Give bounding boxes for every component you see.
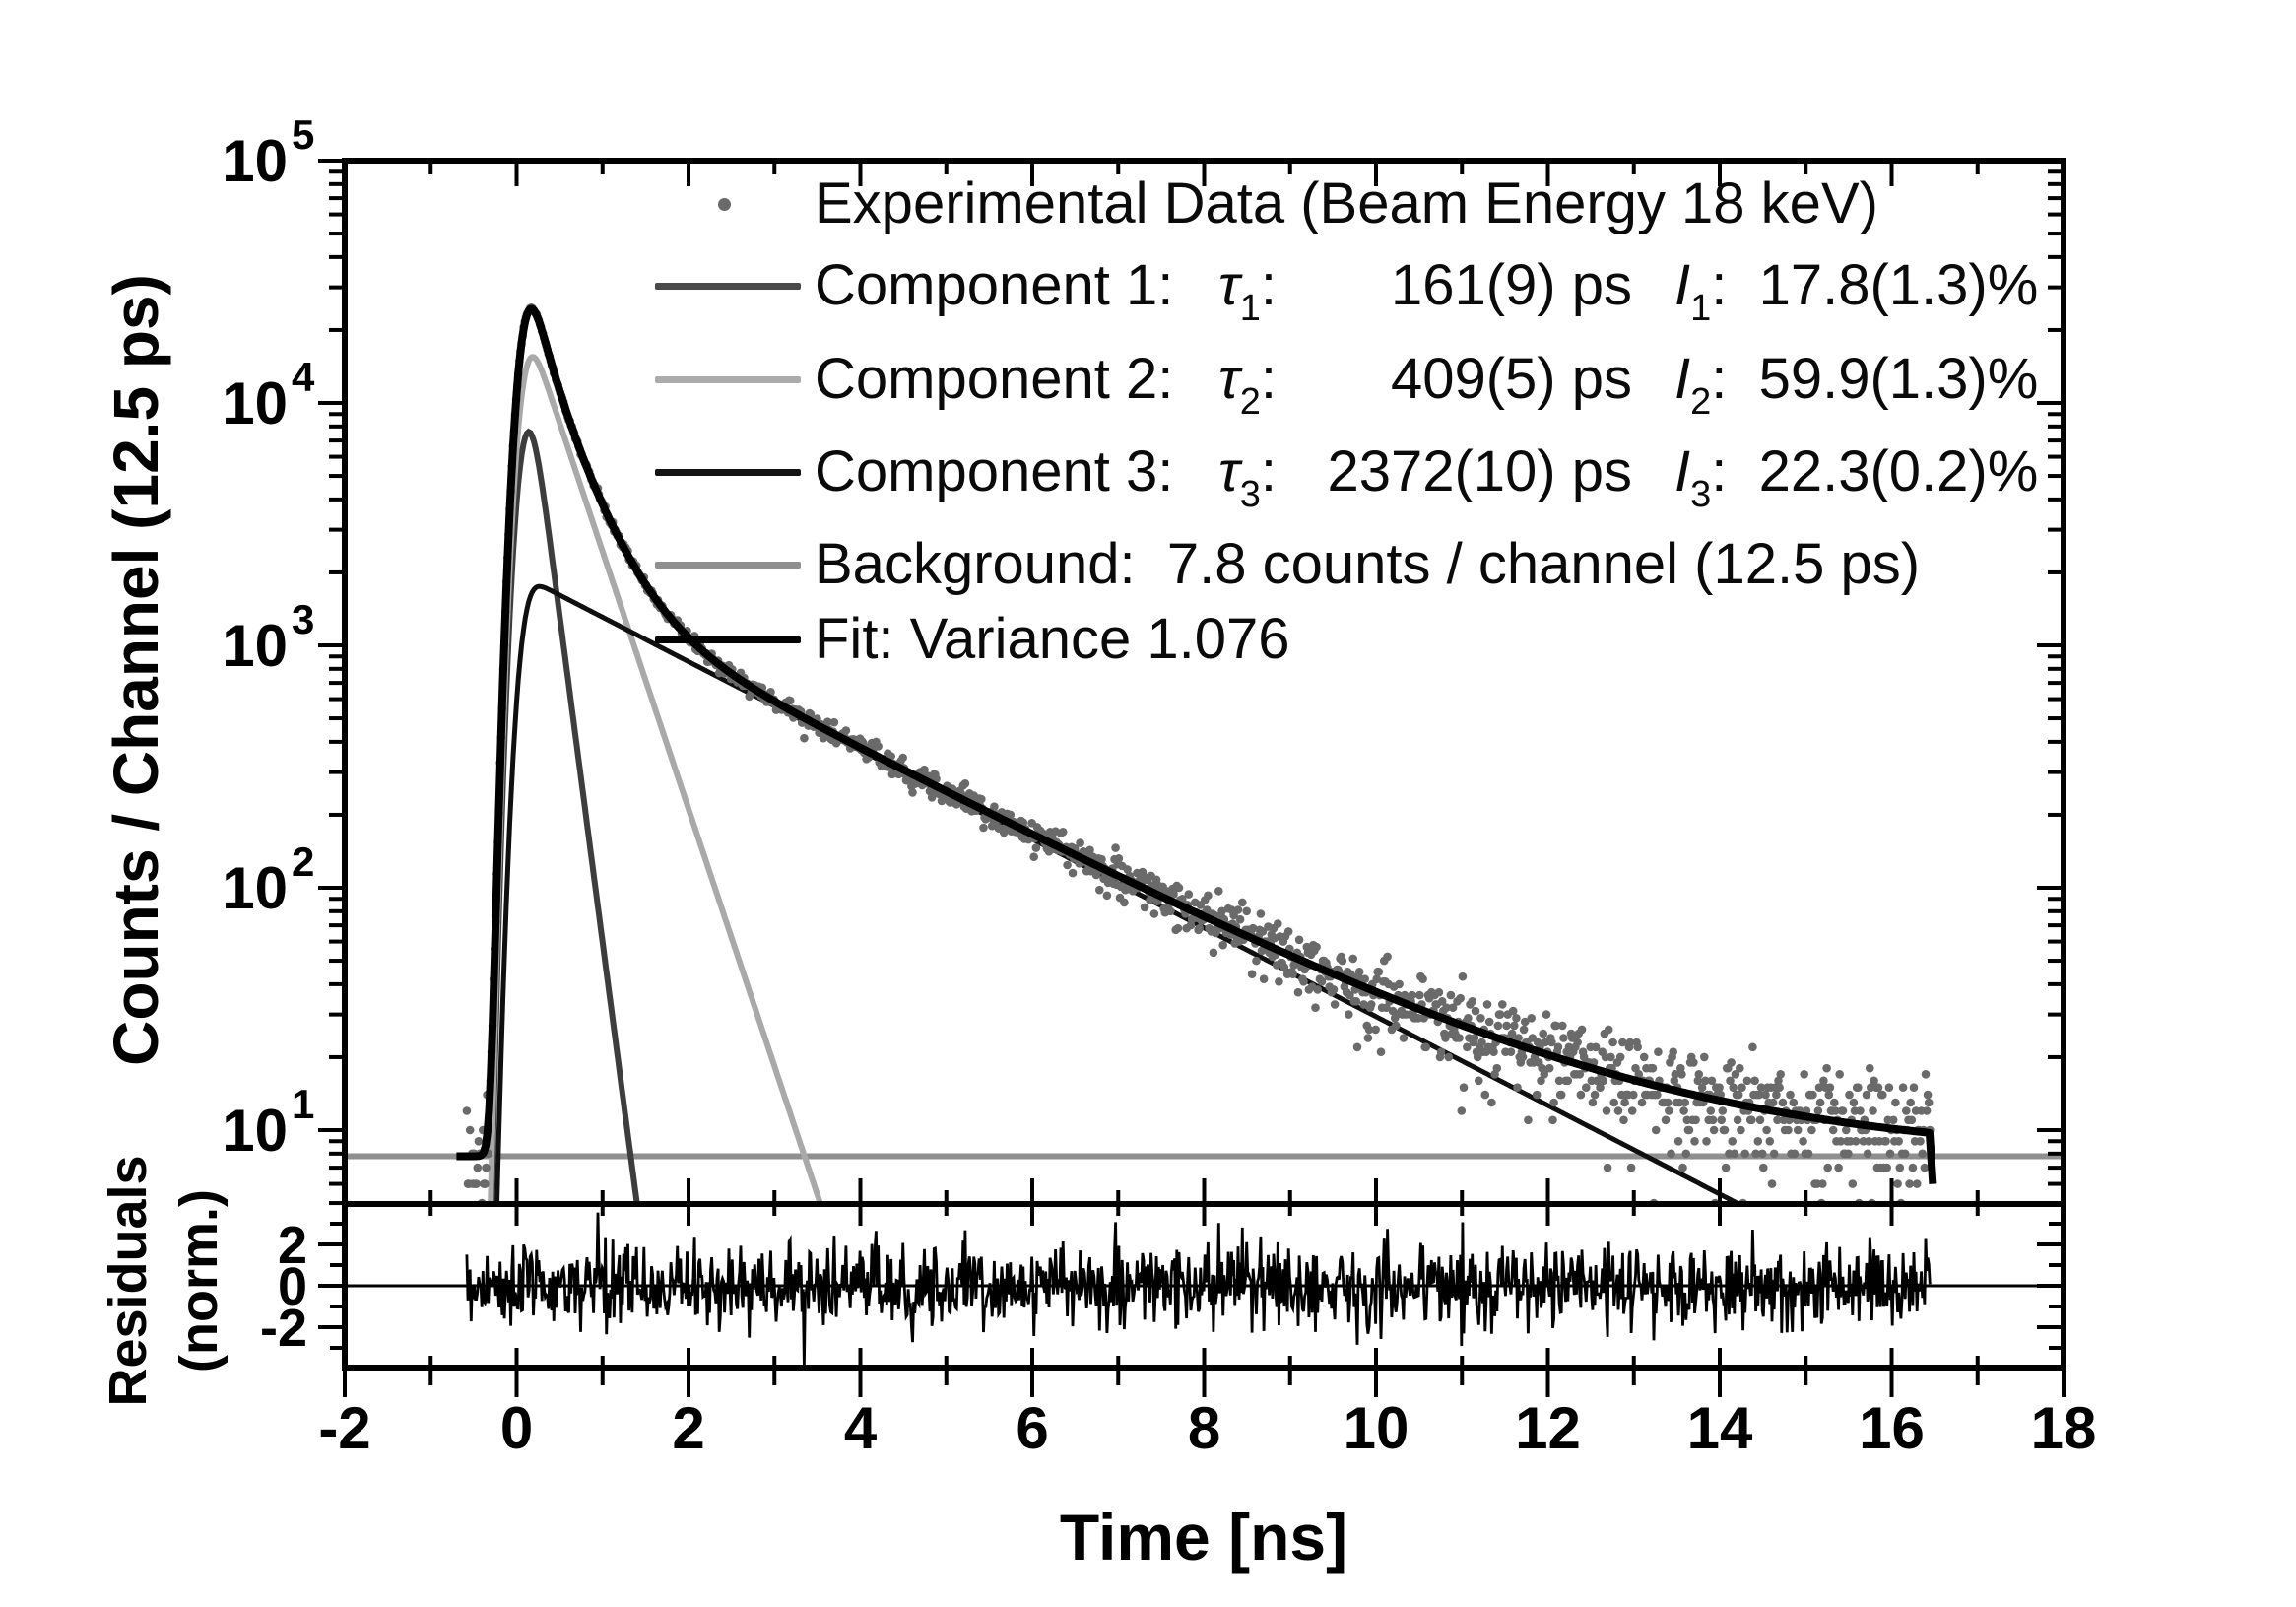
legend-tau-value: 161(9) ps [1390,253,1632,317]
legend-line-sample [655,376,801,383]
legend-tau-value: 409(5) ps [1390,347,1632,411]
legend-row-5: Background: 7.8 counts / channel (12.5 p… [0,529,2296,600]
y-tick-exponent: 3 [292,596,314,642]
legend-tau-value: 2372(10) ps [1327,439,1632,503]
residuals-tick-label: -2 [260,1299,307,1358]
x-tick-label: 16 [1859,1395,1925,1461]
legend-entry-text: Background: 7.8 counts / channel (12.5 p… [815,532,1921,596]
y-tick-exponent: 1 [292,1081,314,1127]
legend-component-label: Component 1: [815,253,1190,317]
legend-row-6: Fit: Variance 1.076 [0,604,2296,675]
y-tick-exponent: 4 [292,354,315,400]
y-tick-exponent: 5 [292,111,314,158]
main-plot-area [345,303,2064,1204]
residuals-tick-label: 0 [278,1257,307,1316]
y-tick-label: 10 [222,128,288,194]
legend-row-2: Component 1: τ1: 161(9) ps I1: 17.8(1.3)% [0,250,2296,329]
legend-intensity-value: I1: 17.8(1.3)% [1674,253,2039,329]
residuals-tick-label: 2 [278,1216,307,1275]
x-tick-label: 2 [672,1395,704,1461]
residuals-trace [465,1212,1932,1368]
residuals-axis-title: Residuals [98,1155,158,1407]
y-tick-exponent: 2 [292,838,314,885]
component-2-curve [488,354,824,1204]
legend-row-1: Experimental Data (Beam Energy 18 keV) [0,168,2296,239]
legend-entry-text: Fit: Variance 1.076 [815,607,1290,671]
legend-line-sample [655,469,801,476]
legend-intensity-value: I3: 22.3(0.2)% [1674,439,2039,515]
legend-scatter-marker [718,198,731,211]
y-tick-label: 10 [222,370,288,436]
legend-tau-symbol: τ2: [1218,347,1277,423]
fit-curve [454,304,1937,1184]
legend-line-sample [655,562,801,569]
legend-tau-symbol: τ1: [1218,253,1277,329]
x-tick-label: 14 [1687,1395,1753,1461]
residuals-axis-title-units: (norm.) [169,1189,229,1373]
legend-intensity-value: I2: 59.9(1.3)% [1674,347,2039,423]
legend-line-sample [655,636,801,643]
x-tick-label: 8 [1188,1395,1220,1461]
legend-line-sample [655,283,801,290]
x-tick-label: 18 [2031,1395,2097,1461]
x-tick-label: -2 [318,1395,370,1461]
legend-component-label: Component 2: [815,347,1190,411]
y-tick-label: 10 [222,1098,288,1164]
residuals-plot-area [465,1212,1932,1368]
x-tick-label: 6 [1016,1395,1048,1461]
legend-row-3: Component 2: τ2: 409(5) ps I2: 59.9(1.3)% [0,344,2296,423]
axis-ticks [318,159,2066,1397]
x-axis-title: Time [ns] [1059,1501,1348,1574]
x-tick-label: 12 [1515,1395,1581,1461]
legend-row-4: Component 3: τ3: 2372(10) ps I3: 22.3(0.2)… [0,436,2296,515]
legend-component-label: Component 3: [815,439,1190,503]
y-tick-label: 10 [222,855,288,921]
legend-tau-symbol: τ3: [1218,439,1277,515]
legend-entry-text: Experimental Data (Beam Energy 18 keV) [815,171,1878,235]
x-tick-label: 10 [1344,1395,1410,1461]
x-tick-label: 0 [500,1395,533,1461]
y-tick-label: 10 [222,613,288,679]
x-tick-label: 4 [844,1395,878,1461]
